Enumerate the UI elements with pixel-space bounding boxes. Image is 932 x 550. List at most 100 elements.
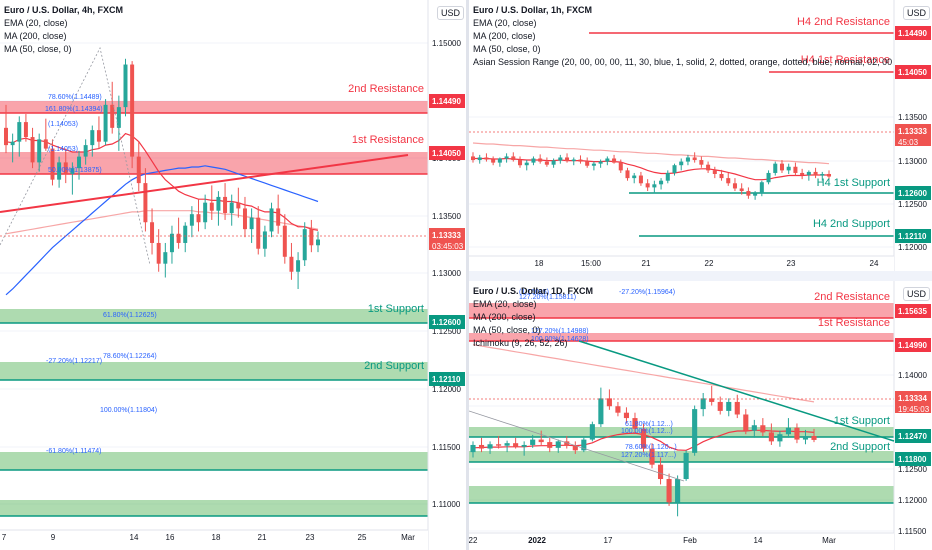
- candle[interactable]: [640, 428, 647, 449]
- candle[interactable]: [196, 214, 201, 223]
- candle[interactable]: [256, 217, 261, 249]
- support-level-label[interactable]: 2nd Support: [364, 360, 424, 372]
- candle[interactable]: [316, 239, 320, 246]
- candle[interactable]: [618, 162, 623, 171]
- resistance-level-label[interactable]: 2nd Resistance: [814, 291, 890, 303]
- candle[interactable]: [470, 156, 476, 161]
- candle[interactable]: [811, 436, 817, 440]
- candle[interactable]: [470, 444, 476, 453]
- candle[interactable]: [632, 175, 637, 179]
- support-level-label[interactable]: H4 1st Support: [817, 177, 890, 189]
- support-zone[interactable]: [0, 452, 428, 470]
- candle[interactable]: [491, 159, 496, 163]
- candle[interactable]: [768, 432, 774, 442]
- candle[interactable]: [63, 162, 68, 174]
- candle[interactable]: [269, 208, 274, 232]
- candle[interactable]: [57, 162, 62, 180]
- candle[interactable]: [709, 398, 715, 402]
- candle[interactable]: [555, 441, 561, 448]
- candle[interactable]: [605, 158, 610, 162]
- candle[interactable]: [183, 225, 188, 243]
- resistance-zone[interactable]: [469, 303, 894, 318]
- indicator-ichimoku-1d[interactable]: Ichimoku (9, 26, 52, 26): [473, 338, 568, 348]
- candle[interactable]: [538, 439, 544, 443]
- resistance-level-label[interactable]: H4 1st Resistance: [801, 54, 890, 66]
- candle[interactable]: [70, 168, 75, 174]
- candle[interactable]: [4, 127, 8, 146]
- candle[interactable]: [96, 130, 101, 142]
- candle[interactable]: [110, 104, 115, 128]
- indicator-ma50-4h[interactable]: MA (50, close, 0): [4, 44, 72, 54]
- time-axis[interactable]: [0, 530, 428, 550]
- chart-4h-svg[interactable]: 1.150001.145001.140001.135001.130001.125…: [0, 0, 466, 550]
- candle[interactable]: [176, 233, 181, 243]
- candle[interactable]: [37, 139, 42, 163]
- candle[interactable]: [547, 442, 553, 448]
- candle[interactable]: [289, 256, 294, 272]
- candle[interactable]: [632, 418, 638, 429]
- ema20-line[interactable]: [5, 132, 319, 231]
- candle[interactable]: [90, 130, 95, 146]
- price-axis[interactable]: [894, 281, 932, 550]
- candle[interactable]: [513, 443, 519, 447]
- candle[interactable]: [504, 156, 509, 159]
- candle[interactable]: [223, 196, 228, 214]
- candle[interactable]: [766, 172, 771, 183]
- support-zone[interactable]: [0, 500, 428, 516]
- time-axis[interactable]: [469, 256, 894, 271]
- candle[interactable]: [565, 157, 570, 162]
- candle[interactable]: [136, 156, 141, 184]
- candle[interactable]: [692, 409, 698, 453]
- candle[interactable]: [692, 157, 697, 161]
- candle[interactable]: [606, 398, 612, 407]
- candle[interactable]: [203, 202, 208, 223]
- candle[interactable]: [739, 188, 744, 192]
- candle[interactable]: [296, 260, 301, 272]
- trendline[interactable]: [0, 154, 409, 213]
- candle[interactable]: [665, 172, 670, 181]
- support-zone[interactable]: [469, 486, 894, 503]
- candle[interactable]: [743, 414, 749, 431]
- candle[interactable]: [496, 444, 502, 446]
- candle[interactable]: [477, 157, 482, 161]
- candle[interactable]: [83, 145, 88, 157]
- candle[interactable]: [242, 208, 247, 230]
- candle[interactable]: [645, 183, 650, 188]
- candle[interactable]: [23, 122, 28, 138]
- candle[interactable]: [649, 448, 655, 465]
- fib-tool-line[interactable]: [0, 46, 151, 266]
- chart-1d-svg[interactable]: 1.140001.135001.130001.125001.120001.115…: [469, 281, 932, 550]
- candle[interactable]: [484, 157, 489, 160]
- support-level-label[interactable]: 1st Support: [368, 303, 424, 315]
- candle[interactable]: [585, 161, 590, 166]
- panel-divider-vertical[interactable]: [466, 0, 469, 550]
- ma50-line[interactable]: [5, 165, 319, 296]
- indicator-ma200-1h[interactable]: MA (200, close): [473, 31, 536, 41]
- candle[interactable]: [544, 161, 549, 165]
- candle[interactable]: [572, 445, 578, 451]
- candle[interactable]: [50, 148, 55, 180]
- candle[interactable]: [773, 163, 778, 173]
- candle[interactable]: [598, 398, 604, 425]
- currency-label-4h[interactable]: USD: [437, 6, 465, 20]
- chart-panel-4h[interactable]: 1.150001.145001.140001.135001.130001.125…: [0, 0, 466, 550]
- candle[interactable]: [302, 229, 307, 261]
- candle[interactable]: [189, 214, 194, 226]
- candle[interactable]: [638, 175, 643, 184]
- candle[interactable]: [800, 172, 805, 176]
- indicator-ema-4h[interactable]: EMA (20, close): [4, 18, 68, 28]
- candle[interactable]: [236, 202, 241, 209]
- candle[interactable]: [813, 171, 818, 176]
- resistance-level-label[interactable]: H4 2nd Resistance: [797, 16, 890, 28]
- indicator-ma50-1h[interactable]: MA (50, close, 0): [473, 44, 541, 54]
- candle[interactable]: [598, 161, 603, 164]
- candle[interactable]: [578, 159, 583, 162]
- candle[interactable]: [786, 166, 791, 171]
- candle[interactable]: [679, 161, 684, 166]
- candle[interactable]: [612, 158, 617, 163]
- panel-divider-horizontal[interactable]: [469, 271, 932, 281]
- chart-1h-svg[interactable]: 1.13500 1.13000 1.12500 1.12000 H4 2nd Resis…: [469, 0, 932, 271]
- ma200-line[interactable]: [472, 344, 815, 403]
- price-axis[interactable]: [428, 0, 466, 550]
- support-level-label[interactable]: 2nd Support: [830, 441, 890, 453]
